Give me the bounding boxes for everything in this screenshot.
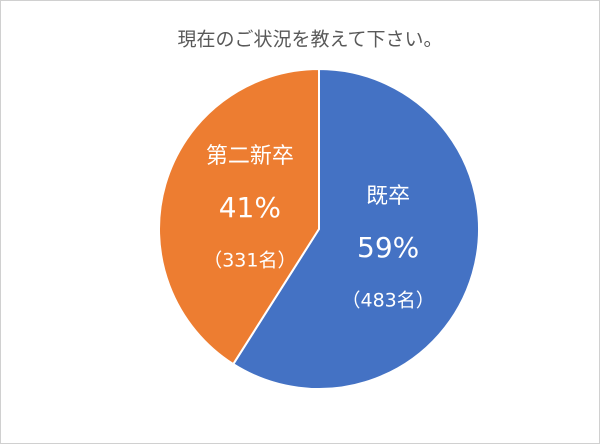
value-label: 41% (219, 191, 281, 224)
pie-slice (158, 67, 320, 366)
count-label: （483名） (342, 290, 435, 312)
pie-slice (231, 67, 480, 390)
count-label: （331名） (203, 249, 296, 271)
slice-label: 第二新卒 (206, 144, 294, 169)
slice-label: 既卒 (366, 184, 410, 209)
chart-title: 現在のご状況を教えて下さい。 (177, 29, 442, 51)
value-label: 59% (357, 231, 419, 264)
